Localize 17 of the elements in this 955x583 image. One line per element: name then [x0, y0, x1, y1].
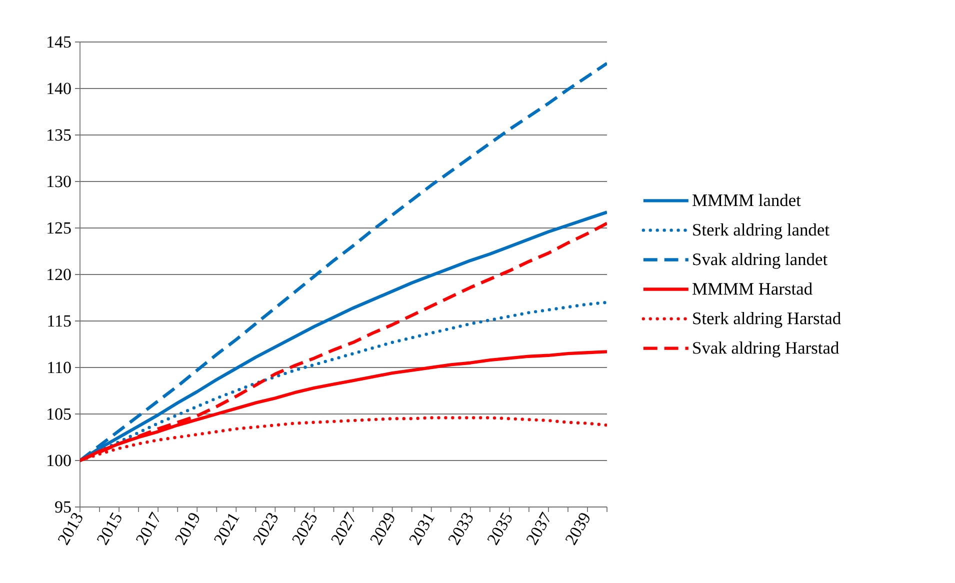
y-tick-label: 105 [48, 408, 71, 420]
y-tick-label: 130 [48, 176, 71, 188]
legend-label: Svak aldring Harstad [693, 342, 839, 358]
legend-label: Sterk aldring landet [693, 223, 830, 240]
y-tick-label: 115 [48, 315, 71, 327]
y-tick-label: 100 [48, 454, 71, 466]
legend-label: Sterk aldring Harstad [693, 312, 841, 328]
y-tick-label: 145 [48, 36, 71, 48]
y-tick-label: 110 [48, 362, 71, 374]
legend-label: MMMM Harstad [692, 282, 812, 295]
y-tick-label: 140 [48, 82, 71, 94]
legend-label: MMMM landet [692, 194, 801, 206]
y-tick-label: 135 [48, 129, 71, 141]
y-tick-label: 120 [48, 268, 71, 280]
y-tick-label: 95 [55, 501, 71, 513]
y-tick-label: 125 [48, 222, 71, 234]
legend-label: Svak aldring landet [693, 252, 828, 269]
